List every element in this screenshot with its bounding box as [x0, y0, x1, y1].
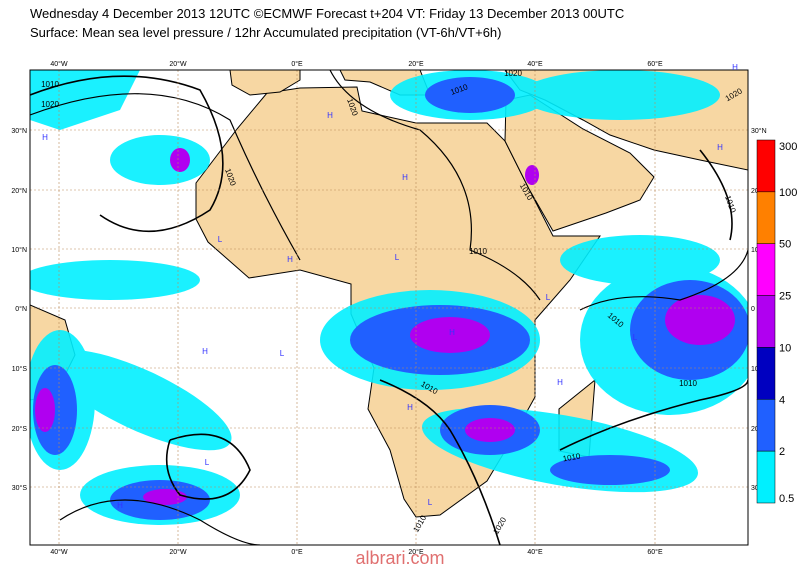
- lon-label-top: 60°E: [647, 60, 663, 68]
- lon-label-bottom: 60°E: [647, 548, 663, 556]
- legend-label: 4: [779, 394, 785, 406]
- pressure-center: L: [218, 235, 223, 244]
- map-body: [30, 70, 748, 545]
- pressure-center: L: [395, 253, 400, 262]
- lon-label-top: 40°E: [527, 60, 543, 68]
- legend-label: 25: [779, 291, 791, 303]
- lon-label-bottom: 0°E: [291, 548, 303, 556]
- legend-label: 100: [779, 187, 797, 199]
- isobar-label: 1020: [504, 69, 522, 78]
- pressure-center: H: [287, 255, 293, 264]
- lat-label-left: 10°S: [12, 365, 28, 373]
- lon-label-top: 20°E: [408, 60, 424, 68]
- pressure-center: L: [546, 293, 551, 302]
- lon-label-top: 40°W: [50, 60, 68, 68]
- lat-label-left: 20°S: [12, 425, 28, 433]
- pressure-center: L: [633, 333, 638, 342]
- pressure-center: H: [732, 63, 738, 72]
- legend-swatch: [756, 139, 776, 193]
- lat-label-left: 0°N: [15, 305, 27, 313]
- isobar-label: 1010: [469, 247, 487, 256]
- isobar-label: 1010: [41, 80, 59, 89]
- legend-label: 50: [779, 239, 791, 251]
- lat-label-left: 10°N: [11, 246, 27, 254]
- pressure-center: L: [428, 498, 433, 507]
- precipitation: [30, 70, 748, 525]
- legend-label: 0.5: [779, 493, 794, 505]
- lat-label-right: 10: [751, 247, 759, 254]
- isobar-label: 1010: [679, 379, 697, 388]
- legend-swatch: [756, 399, 776, 452]
- legend-label: 300: [779, 141, 797, 153]
- lat-label-right: 0: [751, 306, 755, 313]
- map-frame: [29, 69, 749, 546]
- lat-label-left: 20°N: [11, 187, 27, 195]
- pressure-center: H: [42, 133, 48, 142]
- lat-label-right: 30°N: [751, 127, 767, 135]
- title: Wednesday 4 December 2013 12UTC ©ECMWF F…: [30, 6, 624, 21]
- lat-label-right: 20: [751, 426, 759, 433]
- iberia: [229, 70, 301, 96]
- lon-label-bottom: 20°W: [169, 548, 187, 556]
- legend-label: 2: [779, 446, 785, 458]
- pressure-center: L: [205, 458, 210, 467]
- pressure-center: H: [717, 143, 723, 152]
- pressure-center: L: [280, 349, 285, 358]
- graticule: [30, 70, 748, 545]
- legend-label: 10: [779, 342, 791, 354]
- lon-label-top: 20°W: [169, 60, 187, 68]
- pressure-center: H: [202, 347, 208, 356]
- lon-label-bottom: 40°W: [50, 548, 68, 556]
- legend-swatch: [756, 191, 776, 244]
- legend-swatch: [756, 295, 776, 348]
- pressure-center: H: [407, 403, 413, 412]
- isobar-label: 1020: [41, 100, 59, 109]
- watermark: albrari.com: [355, 548, 444, 568]
- lat-label-right: 20: [751, 188, 759, 195]
- isobars: [30, 70, 748, 545]
- pressure-center: H: [117, 501, 123, 510]
- lat-label-right: 30: [751, 485, 759, 492]
- lon-label-bottom: 40°E: [527, 548, 543, 556]
- lat-label-left: 30°S: [12, 484, 28, 492]
- isobar-label: 1010: [562, 451, 582, 463]
- lon-label-top: 0°E: [291, 60, 303, 68]
- pressure-center: H: [449, 328, 455, 337]
- lat-label-left: 30°N: [11, 127, 27, 135]
- pressure-center: H: [557, 378, 563, 387]
- pressure-center: H: [327, 111, 333, 120]
- lat-label-right: 10: [751, 366, 759, 373]
- legend-swatch: [756, 347, 776, 400]
- subtitle: Surface: Mean sea level pressure / 12hr …: [30, 25, 502, 40]
- lon-label-bottom: 20°E: [408, 548, 424, 556]
- legend-swatch: [756, 243, 776, 296]
- pressure-center: H: [402, 173, 408, 182]
- legend-swatch: [756, 450, 776, 504]
